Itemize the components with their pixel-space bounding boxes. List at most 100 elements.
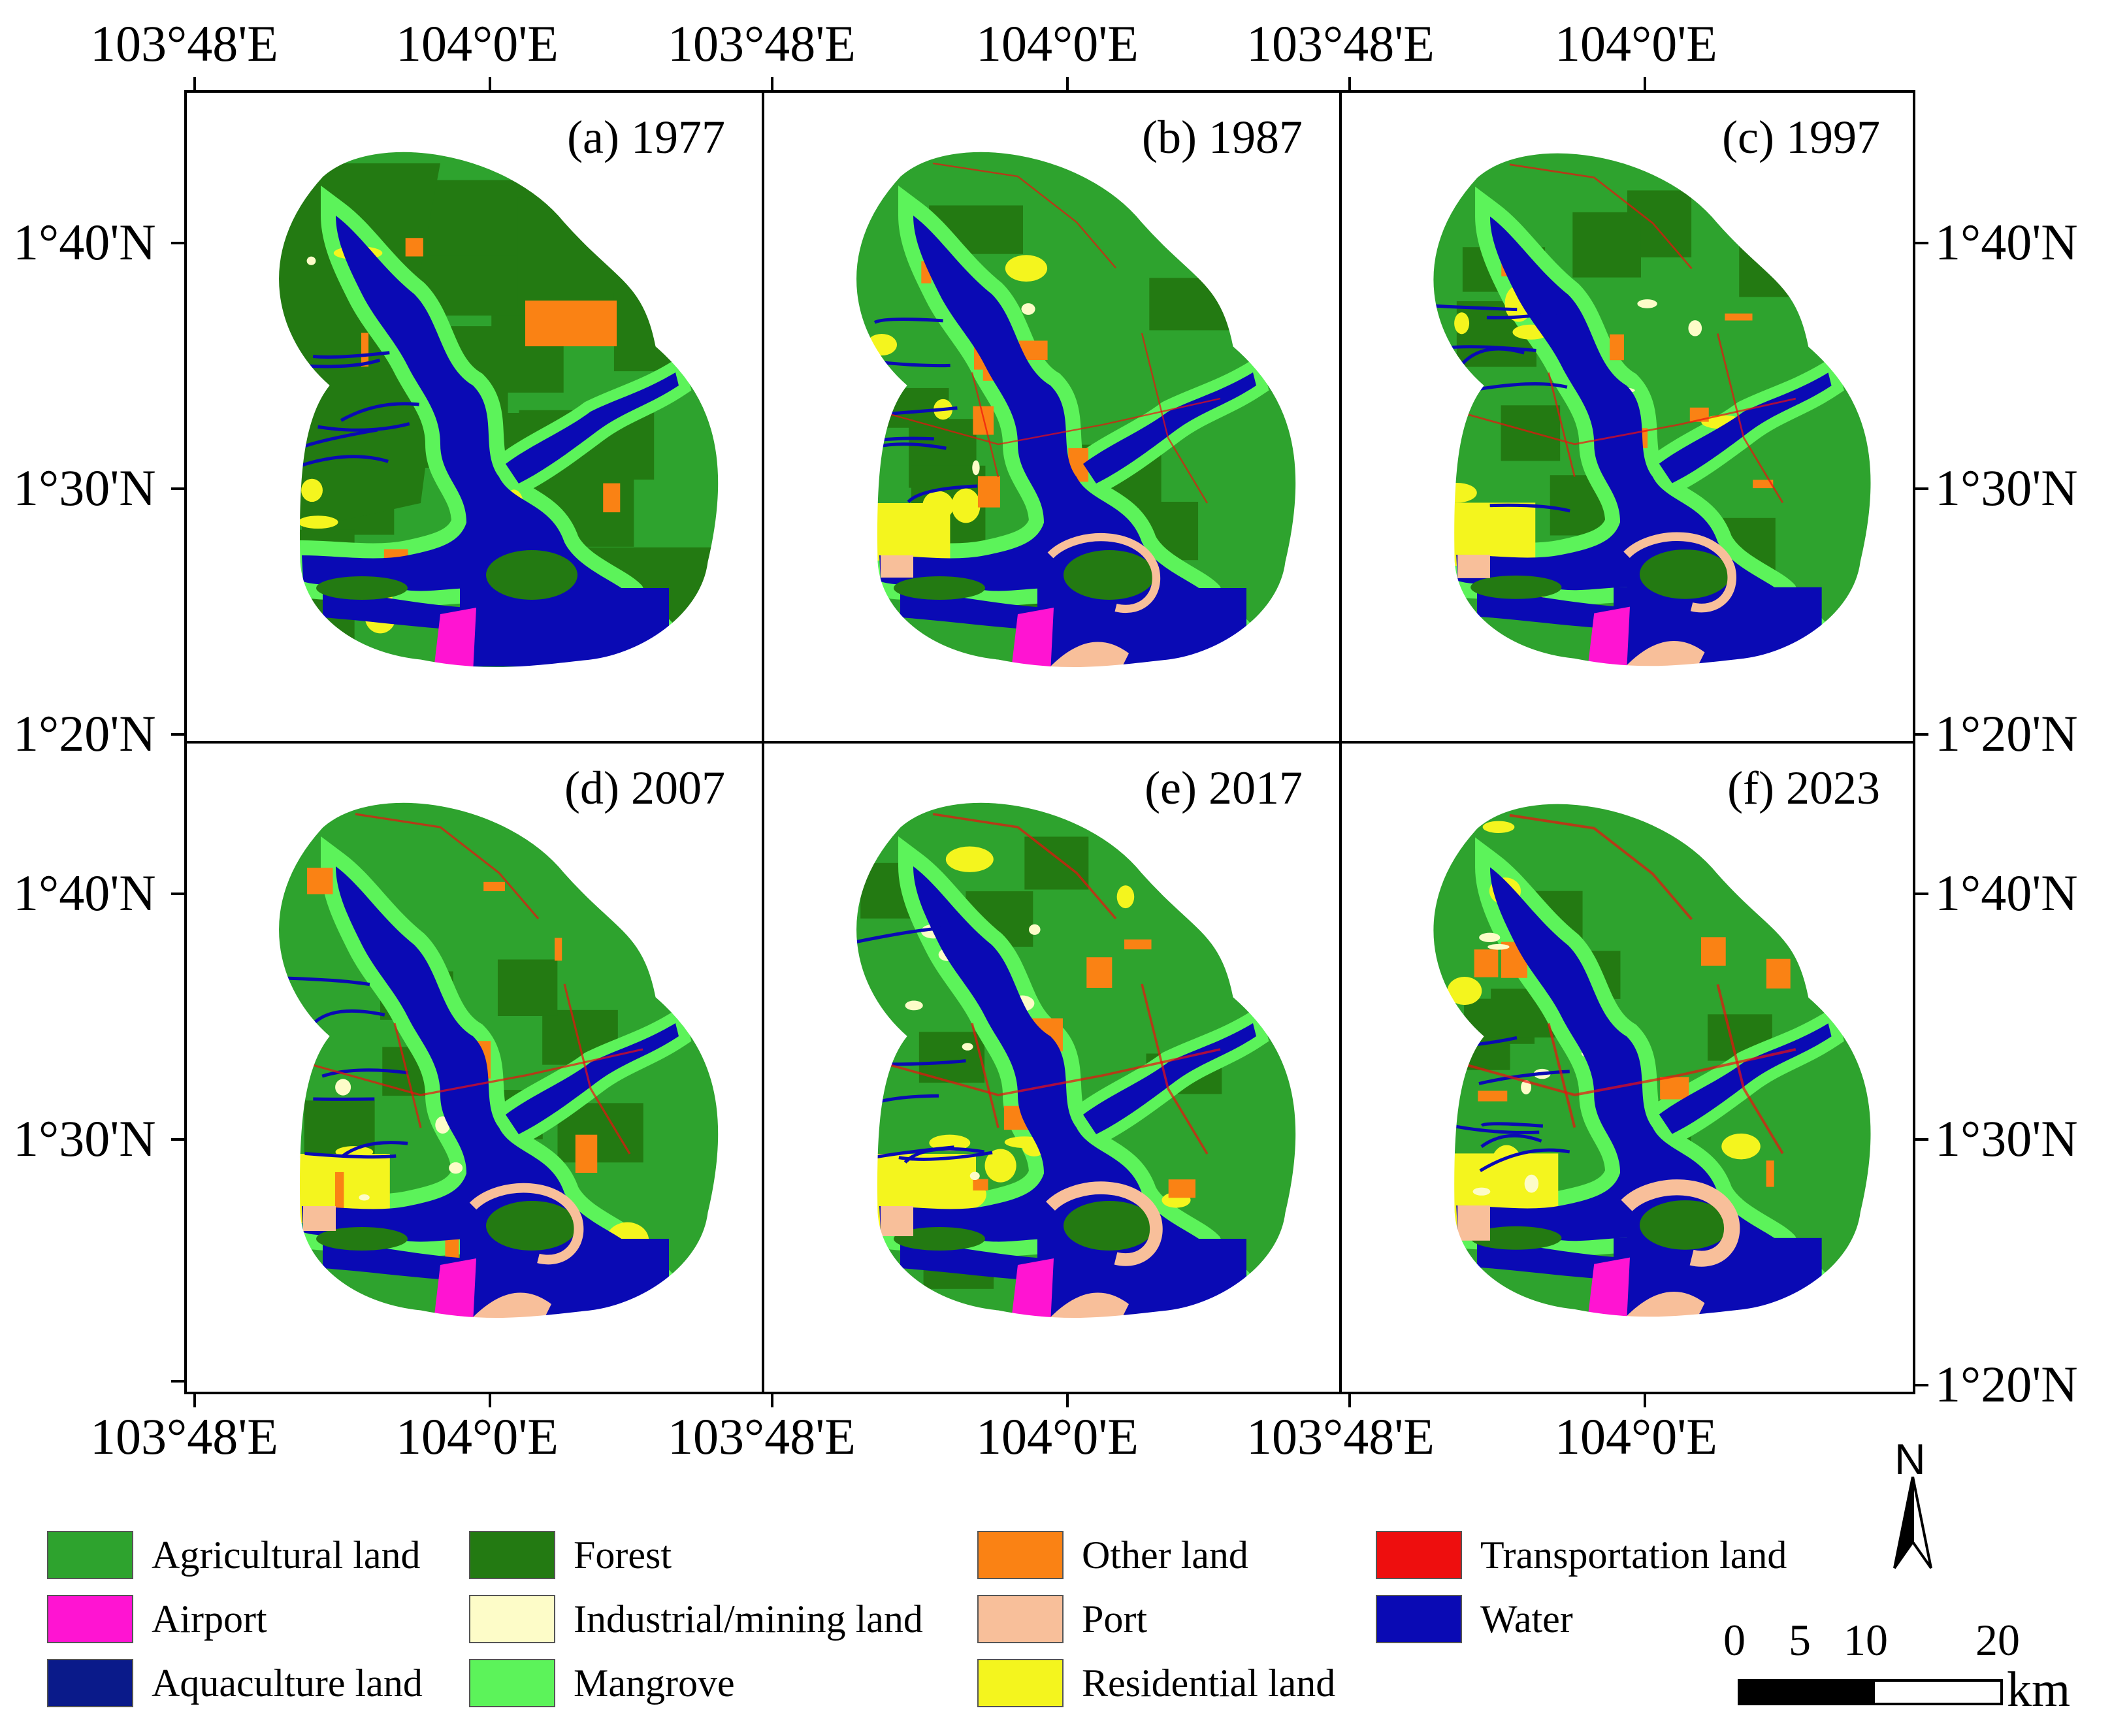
top-lon-label-1: 103°48'E [90, 15, 278, 72]
industrial-patch [969, 1171, 980, 1181]
industrial-patch [1521, 1080, 1532, 1094]
map-panel-2017: (e) 2017 [763, 742, 1339, 1393]
other-land-patch [1168, 1179, 1196, 1198]
industrial-patch [962, 1043, 973, 1051]
map-1997 [1433, 152, 1872, 667]
industrial-patch [359, 1194, 370, 1201]
residential-patch [866, 334, 897, 356]
island-forest [1470, 1226, 1562, 1250]
left-lat-label-1: 1°40'N [13, 214, 156, 270]
airport-area [434, 1258, 476, 1318]
bottom-lon-label-4: 104°0'E [976, 1408, 1139, 1465]
legend-label: Port [1082, 1597, 1148, 1641]
tick-mark [171, 1138, 184, 1141]
transport-road [1141, 333, 1209, 504]
airport-area [1587, 1257, 1630, 1317]
bottom-lon-label-5: 103°48'E [1246, 1408, 1435, 1465]
region-outline [278, 802, 719, 1319]
bottom-lon-label-6: 104°0'E [1555, 1408, 1717, 1465]
river [873, 318, 943, 324]
left-lat-label-2: 1°30'N [13, 459, 156, 516]
aquaculture-patch [1441, 366, 1460, 386]
map-panel-2007: (d) 2007 [186, 742, 762, 1393]
river [1480, 1134, 1542, 1148]
other-land-patch [1610, 334, 1624, 361]
transport-road [932, 162, 1116, 269]
north-label: N [1894, 1435, 1926, 1483]
scale-tick-0: 0 [1723, 1615, 1746, 1665]
region-outline [1433, 152, 1872, 667]
port-area [469, 1183, 584, 1265]
other-land-patch [1700, 937, 1726, 966]
legend-item-transportation-land: Transportation land [1376, 1529, 1787, 1581]
residential-patch [929, 1134, 971, 1151]
scale-tick-20: 20 [1975, 1615, 2020, 1665]
water-body [1456, 867, 1835, 1310]
aquaculture-patch [864, 1017, 883, 1036]
industrial-patch [335, 1079, 351, 1096]
right-lat-label-2: 1°30'N [1935, 459, 2078, 516]
panel-title: (b) 1987 [1142, 111, 1303, 163]
region-outline [278, 151, 719, 668]
tick-mark [193, 1394, 196, 1407]
river [317, 422, 410, 432]
industrial-patch [1472, 1187, 1491, 1196]
residential-patch [301, 478, 323, 502]
tick-mark [171, 733, 184, 736]
tick-mark [1066, 77, 1069, 90]
legend-label: Aquaculture land [152, 1662, 423, 1705]
industrial-patch [1479, 932, 1501, 943]
industrial-patch [1637, 299, 1657, 308]
other-land-patch [1766, 958, 1791, 989]
island-forest [894, 576, 985, 600]
port-area [303, 1206, 336, 1231]
legend-item-industrial-mining-land: Industrial/mining land [469, 1593, 923, 1645]
airport-area [1011, 1258, 1054, 1318]
river [898, 1151, 993, 1161]
forest-patch [497, 959, 558, 1016]
water-body [460, 588, 669, 666]
forest-patch [595, 824, 672, 881]
other-land-patch [1474, 949, 1499, 977]
tick-mark [171, 1380, 184, 1383]
tick-mark [771, 1394, 773, 1407]
legend-label: Forest [574, 1533, 672, 1577]
river [856, 926, 941, 946]
industrial-patch [449, 1162, 463, 1174]
water-body [302, 216, 682, 660]
river [304, 1151, 397, 1159]
river [312, 1009, 385, 1026]
left-lat-label-5: 1°30'N [13, 1110, 156, 1167]
river [890, 1059, 966, 1066]
island-forest [1064, 1201, 1155, 1251]
island-forest [316, 576, 408, 600]
industrial-patch [1688, 320, 1702, 336]
right-lat-label-6: 1°20'N [1935, 1356, 2078, 1413]
top-lon-label-4: 104°0'E [976, 15, 1139, 72]
bottom-lon-label-2: 104°0'E [396, 1408, 559, 1465]
other-land-patch [1753, 480, 1774, 489]
scale-bar-black [1738, 1679, 1872, 1705]
river [903, 1147, 985, 1164]
industrial-patch [1028, 924, 1041, 935]
tick-mark [1915, 1138, 1928, 1141]
right-lat-label-3: 1°20'N [1935, 705, 2078, 762]
map-panel-2023: (f) 2023 [1340, 742, 1917, 1393]
legend-swatch [469, 1659, 555, 1707]
port-area [1046, 1181, 1163, 1266]
transport-road [1547, 1023, 1576, 1128]
residential-patch [945, 846, 994, 872]
panel-title: (d) 2007 [564, 762, 725, 814]
tick-mark [1915, 487, 1928, 490]
port-area [881, 555, 913, 578]
industrial-patch [306, 256, 316, 265]
panel-title: (a) 1977 [567, 111, 725, 163]
legend-item-other-land: Other land [977, 1529, 1248, 1581]
water-body [879, 216, 1259, 660]
bottom-lon-label-3: 103°48'E [668, 1408, 856, 1465]
map-panel-1987: (b) 1987 [763, 91, 1339, 742]
forest-patch [595, 221, 695, 311]
legend-swatch [977, 1595, 1064, 1643]
transport-road [932, 813, 1117, 920]
water-body [1456, 216, 1835, 659]
